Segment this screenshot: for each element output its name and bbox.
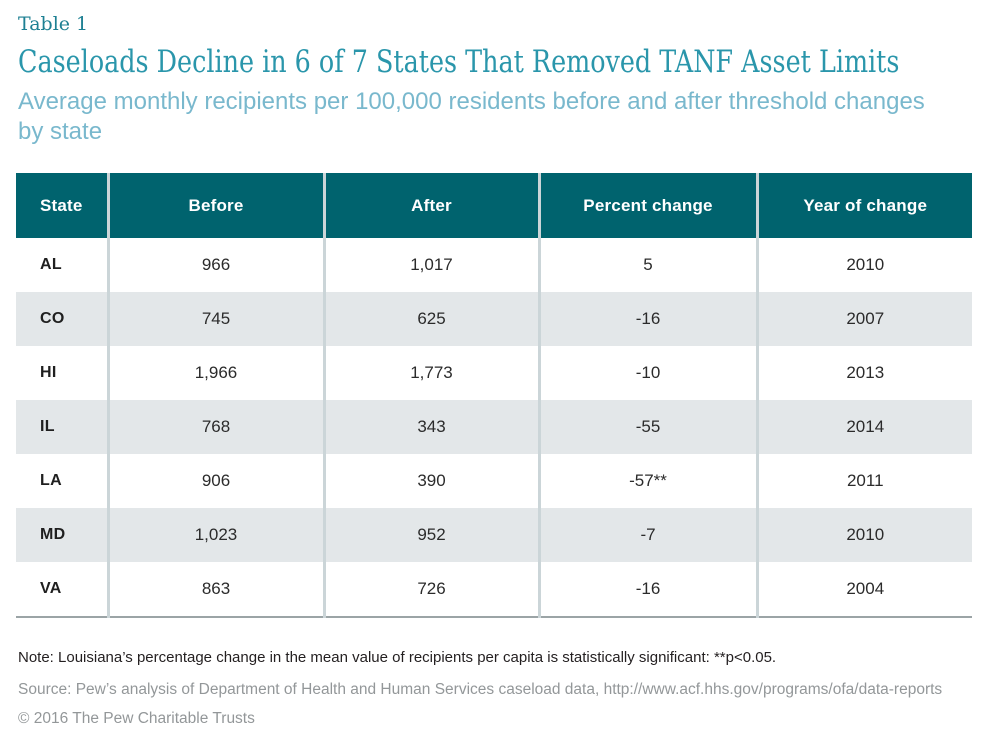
before-cell: 906 — [106, 454, 324, 508]
table-row: CO 745 625 -16 2007 — [16, 292, 972, 346]
page-title: Caseloads Decline in 6 of 7 States That … — [18, 44, 900, 80]
copyright-text: © 2016 The Pew Charitable Trusts — [18, 710, 255, 727]
table-body: AL 966 1,017 5 2010 CO 745 625 -16 2007 … — [16, 238, 972, 617]
state-cell: VA — [40, 580, 62, 597]
page-subtitle: Average monthly recipients per 100,000 r… — [18, 88, 925, 145]
after-cell: 390 — [322, 454, 539, 508]
before-cell: 863 — [106, 562, 324, 617]
percent-change-cell: -7 — [537, 508, 757, 562]
state-cell: CO — [40, 310, 65, 327]
after-cell: 343 — [322, 400, 539, 454]
year-of-change-cell: 2014 — [755, 400, 972, 454]
year-of-change-cell: 2004 — [755, 562, 972, 617]
after-cell: 952 — [322, 508, 539, 562]
state-cell: LA — [40, 472, 62, 489]
percent-change-cell: 5 — [537, 238, 757, 292]
column-header-before: Before — [106, 173, 324, 238]
table-row: LA 906 390 -57** 2011 — [16, 454, 972, 508]
state-cell: AL — [40, 256, 62, 273]
year-of-change-cell: 2013 — [755, 346, 972, 400]
state-cell: IL — [40, 418, 55, 435]
table-header: State Before After Percent change Year o… — [16, 173, 972, 238]
column-header-after: After — [322, 173, 539, 238]
after-cell: 1,773 — [322, 346, 539, 400]
source-text: Source: Pew’s analysis of Department of … — [18, 681, 943, 698]
column-header-percent-change: Percent change — [537, 173, 757, 238]
year-of-change-cell: 2007 — [755, 292, 972, 346]
after-cell: 625 — [322, 292, 539, 346]
year-of-change-cell: 2010 — [755, 508, 972, 562]
after-cell: 1,017 — [322, 238, 539, 292]
column-header-state: State — [16, 173, 108, 238]
column-header-year-of-change: Year of change — [755, 173, 972, 238]
before-cell: 1,966 — [106, 346, 324, 400]
table-row: IL 768 343 -55 2014 — [16, 400, 972, 454]
table-row: HI 1,966 1,773 -10 2013 — [16, 346, 972, 400]
before-cell: 768 — [106, 400, 324, 454]
data-table: State Before After Percent change Year o… — [16, 173, 972, 618]
state-cell: MD — [40, 526, 66, 543]
state-cell: HI — [40, 364, 57, 381]
after-cell: 726 — [322, 562, 539, 617]
percent-change-cell: -55 — [537, 400, 757, 454]
before-cell: 745 — [106, 292, 324, 346]
table-number-label: Table 1 — [18, 13, 89, 35]
note-text: Note: Louisiana’s percentage change in t… — [18, 649, 777, 666]
table-row: MD 1,023 952 -7 2010 — [16, 508, 972, 562]
year-of-change-cell: 2011 — [755, 454, 972, 508]
table-row: AL 966 1,017 5 2010 — [16, 238, 972, 292]
percent-change-cell: -16 — [537, 562, 757, 617]
before-cell: 966 — [106, 238, 324, 292]
before-cell: 1,023 — [106, 508, 324, 562]
year-of-change-cell: 2010 — [755, 238, 972, 292]
percent-change-cell: -10 — [537, 346, 757, 400]
percent-change-cell: -57** — [537, 454, 757, 508]
table-header-row: State Before After Percent change Year o… — [16, 173, 972, 238]
percent-change-cell: -16 — [537, 292, 757, 346]
table-row: VA 863 726 -16 2004 — [16, 562, 972, 617]
